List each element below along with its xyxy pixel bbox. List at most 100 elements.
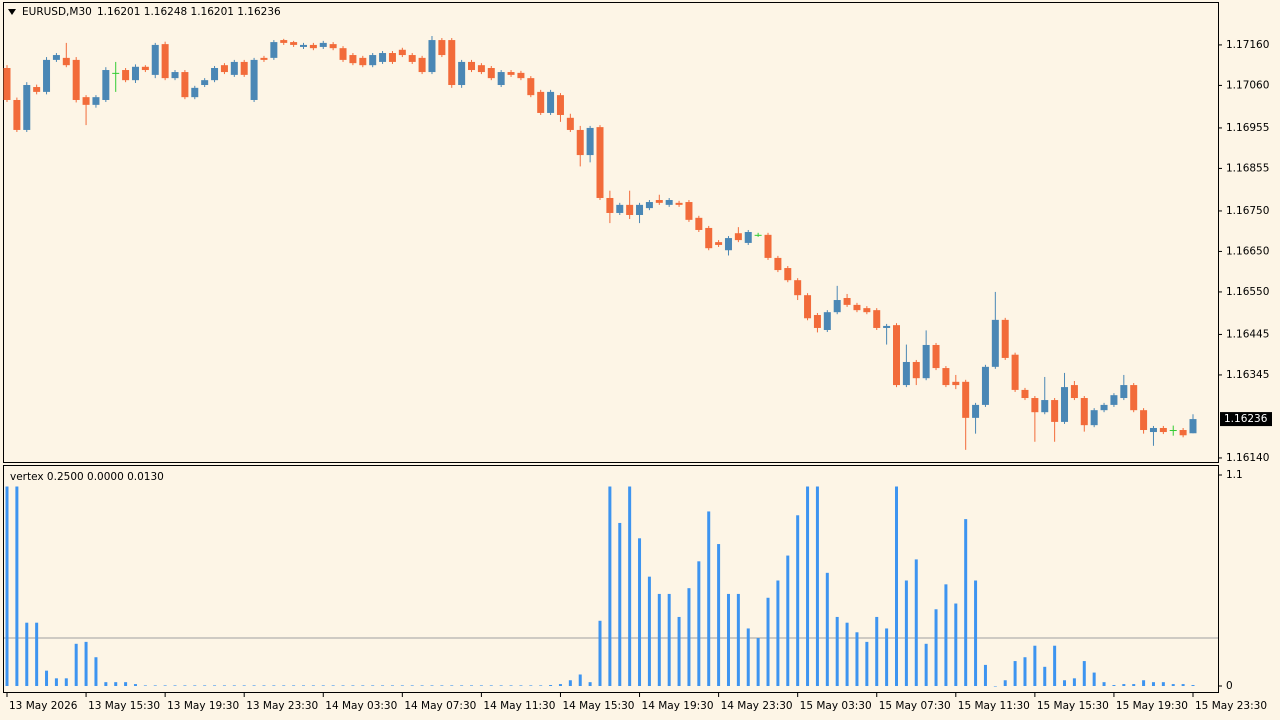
histogram-bar [15, 486, 19, 686]
histogram-bar [94, 657, 98, 686]
candle-body [458, 61, 466, 86]
candle-body [675, 202, 683, 205]
candle-body [487, 68, 495, 79]
candle-body [1070, 385, 1078, 399]
candle-body [151, 44, 159, 75]
candle-body [220, 65, 228, 73]
menu-arrow[interactable] [8, 9, 16, 15]
histogram-bar [875, 616, 879, 686]
candle-body [369, 55, 377, 66]
histogram-bar [1171, 684, 1175, 686]
histogram-bar [1053, 645, 1057, 686]
candle-body [705, 227, 713, 249]
candle-body [1130, 385, 1138, 411]
candle-body [1061, 387, 1069, 422]
x-tick-label: 15 May 19:30 [1116, 700, 1188, 712]
candle-body [280, 40, 288, 43]
candle-body [655, 200, 663, 203]
candle-body [1080, 398, 1088, 426]
candle-body [873, 310, 881, 328]
candle-body [1051, 400, 1059, 422]
candle-body [863, 308, 871, 313]
histogram-bar [479, 685, 483, 686]
histogram-bar [193, 685, 197, 686]
candle-body [972, 404, 980, 418]
candle-body [774, 257, 782, 271]
histogram-bar [766, 597, 770, 686]
candle-body [270, 42, 278, 58]
histogram-bar [1102, 682, 1106, 686]
histogram-bar [717, 544, 721, 686]
candle-body [3, 68, 11, 100]
candle-body [695, 217, 703, 230]
histogram-bar [786, 555, 790, 686]
histogram-bar [1082, 661, 1086, 686]
y-tick-label: 1.16550 [1226, 286, 1269, 298]
histogram-bar [124, 682, 128, 686]
candle-body [477, 65, 485, 73]
candle-body [92, 97, 100, 105]
histogram-bar [628, 486, 632, 686]
candle-body [250, 59, 258, 100]
histogram-bar [381, 685, 385, 686]
candle-body [556, 95, 564, 115]
candle-body [586, 127, 594, 156]
histogram-bar [489, 685, 493, 686]
histogram-bar [302, 685, 305, 686]
histogram-bar [331, 685, 335, 686]
candle-body [33, 87, 41, 92]
x-tick-label: 15 May 23:30 [1195, 700, 1267, 712]
histogram-bar [944, 584, 948, 686]
histogram-bar [608, 486, 612, 686]
candle-body [734, 233, 742, 241]
candle-body [191, 87, 199, 98]
histogram-bar [1033, 645, 1037, 686]
candle-body [883, 325, 891, 328]
histogram-bar [213, 685, 217, 686]
y-tick-label: 1.16445 [1226, 328, 1269, 340]
histogram-bar [133, 684, 137, 686]
candle-body [398, 49, 406, 56]
x-tick-label: 15 May 15:30 [1037, 700, 1109, 712]
histogram-bar [440, 685, 444, 686]
histogram-bar [954, 603, 958, 686]
histogram-bar [657, 593, 661, 686]
histogram-bar [618, 522, 622, 686]
histogram-bar [450, 685, 454, 686]
candle-body [517, 72, 525, 79]
candle-body [754, 234, 762, 236]
histogram-bar [638, 538, 642, 686]
x-tick-label: 14 May 15:30 [562, 700, 634, 712]
candle-body [685, 202, 693, 220]
histogram-bar [1003, 680, 1007, 686]
histogram-bar [598, 620, 602, 686]
candle-body [1169, 430, 1177, 432]
y-tick-label: 1.17060 [1226, 79, 1269, 91]
candle-body [43, 59, 51, 92]
candle-body [853, 304, 861, 311]
candle-body [13, 99, 21, 130]
candle-body [309, 44, 317, 49]
histogram-bar [983, 664, 987, 686]
histogram-bar [707, 511, 711, 686]
candle-body [62, 57, 70, 66]
histogram-bar [835, 616, 839, 686]
last-price-box [1220, 412, 1272, 427]
candle-body [823, 312, 831, 330]
candle-body [349, 55, 357, 64]
candle-body [1179, 430, 1187, 436]
candle-body [893, 325, 900, 386]
histogram-bar [203, 685, 207, 686]
candle-body [794, 280, 802, 296]
histogram-bar [726, 593, 730, 686]
histogram-bar [776, 580, 780, 686]
y-tick-label: 1.16855 [1226, 162, 1269, 174]
candle-body [131, 66, 139, 81]
candle-body [1120, 385, 1128, 399]
histogram-bar [420, 685, 424, 686]
candle-body [181, 72, 189, 98]
histogram-bar [1023, 657, 1027, 686]
histogram-bar [153, 685, 157, 686]
histogram-bar [1092, 672, 1096, 686]
